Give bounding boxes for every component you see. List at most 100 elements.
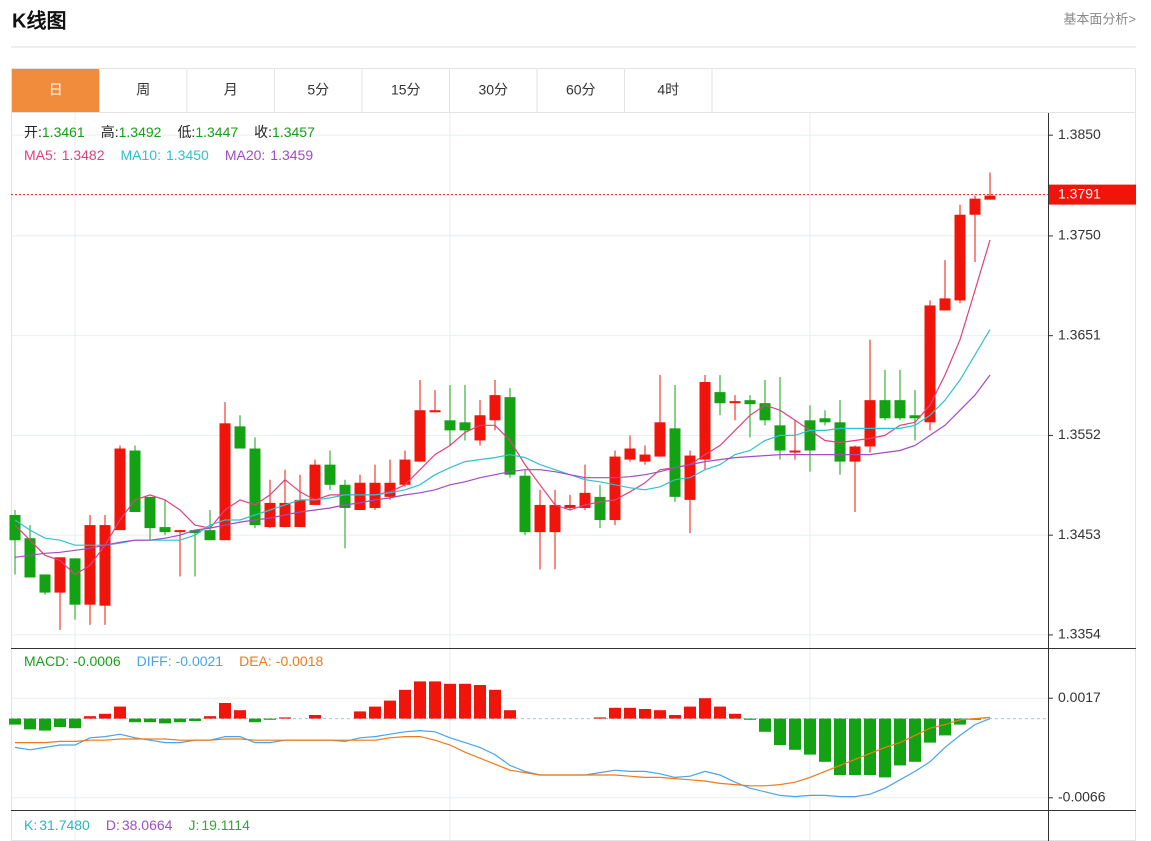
candle-body <box>819 418 831 423</box>
tab[interactable]: 日 <box>49 82 63 98</box>
legend-name: MA20: <box>225 147 265 163</box>
macd-bar <box>504 710 516 719</box>
macd-bar <box>774 718 786 745</box>
macd-bar <box>99 713 111 719</box>
quote-label: 开: <box>24 124 42 140</box>
kdj-legend: K: 31.7480 D: 38.0664 J: 19.1114 <box>24 817 250 833</box>
legend-value: 1.3482 <box>62 147 105 163</box>
candle-body <box>264 502 276 528</box>
candle-body <box>864 400 876 447</box>
y-tick-label: 1.3651 <box>1058 326 1101 342</box>
candle-body <box>789 450 801 453</box>
candle-body <box>399 459 411 485</box>
macd-bar <box>189 718 201 721</box>
macd-bar <box>159 718 171 724</box>
macd-bar <box>309 715 321 719</box>
tab[interactable]: 5分 <box>307 82 329 98</box>
tab[interactable]: 60分 <box>566 82 596 98</box>
candle-body <box>444 420 456 431</box>
macd-bar <box>84 716 96 719</box>
macd-bar <box>459 683 471 719</box>
candle-body <box>519 475 531 533</box>
ma-legend: MA5: 1.3482 MA10: 1.3450 MA20: 1.3459 <box>24 147 313 163</box>
quote-value: 1.3461 <box>42 124 85 140</box>
candle-body <box>969 198 981 215</box>
macd-bar <box>789 718 801 750</box>
macd-bar <box>654 710 666 719</box>
candle-body <box>594 496 606 521</box>
macd-bar <box>414 681 426 719</box>
macd-bar <box>714 706 726 719</box>
candle-body <box>309 464 321 505</box>
tab[interactable]: 15分 <box>391 82 421 98</box>
candle-body <box>729 401 741 404</box>
macd-bar <box>759 718 771 732</box>
macd-bar <box>909 718 921 762</box>
candle-body <box>159 527 171 533</box>
tab[interactable]: 月 <box>224 82 238 98</box>
legend-name: D: <box>106 817 120 833</box>
macd-bar <box>114 706 126 719</box>
candle-body <box>654 422 666 457</box>
candle-body <box>744 400 756 405</box>
macd-bar <box>204 716 216 719</box>
macd-line <box>14 718 991 798</box>
tab[interactable]: 周 <box>136 82 150 98</box>
fundamental-link[interactable]: 基本面分析> <box>1063 11 1136 26</box>
candle-body <box>459 422 471 431</box>
ma-line <box>14 374 991 558</box>
macd-line <box>15 716 991 787</box>
candle-body <box>879 400 891 419</box>
candle-body <box>24 538 36 578</box>
legend-name: MACD: <box>24 653 69 669</box>
legend-name: K: <box>24 817 37 833</box>
legend-value: 19.1114 <box>201 817 250 833</box>
ma-line <box>14 329 991 546</box>
macd-bar <box>369 706 381 719</box>
macd-bar <box>849 718 861 775</box>
legend-name: MA10: <box>121 147 161 163</box>
quote-value: 1.3457 <box>272 124 315 140</box>
candle-body <box>429 410 441 413</box>
macd-bar <box>54 718 66 727</box>
macd-bar <box>129 718 141 723</box>
candle-body <box>534 504 546 533</box>
candle-body <box>549 504 561 533</box>
macd-bar <box>639 709 651 719</box>
candle-body <box>504 397 516 475</box>
legend-name: DIFF: <box>137 653 172 669</box>
macd-bar <box>924 718 936 743</box>
quote-label: 收: <box>254 124 272 140</box>
ma-line <box>14 239 991 576</box>
candle-body <box>204 530 216 541</box>
y-tick-label: 1.3750 <box>1058 227 1101 243</box>
macd-bar <box>384 700 396 719</box>
legend-value: 31.7480 <box>39 817 90 833</box>
candle-body <box>69 558 81 605</box>
legend-name: DEA: <box>239 653 272 669</box>
y-tick-label: 1.3354 <box>1058 626 1101 642</box>
last-price-label: 1.3791 <box>1058 185 1101 201</box>
candle-body <box>639 454 651 462</box>
macd-bar <box>804 718 816 755</box>
macd-bar <box>354 711 366 719</box>
candle-body <box>219 423 231 541</box>
legend-value: 1.3450 <box>166 147 209 163</box>
quote-value: 1.3492 <box>119 124 162 140</box>
candle-body <box>714 392 726 404</box>
candle-body <box>324 464 336 485</box>
candle-body <box>909 415 921 419</box>
candle-body <box>129 450 141 512</box>
candle-body <box>954 214 966 301</box>
macd-bar <box>834 718 846 775</box>
tab[interactable]: 30分 <box>478 82 508 98</box>
macd-bar <box>279 717 291 719</box>
macd-bar <box>954 718 966 725</box>
candle-body <box>894 400 906 419</box>
tab[interactable]: 4时 <box>657 82 679 98</box>
candle-body <box>9 515 21 541</box>
macd-bar <box>174 718 186 723</box>
candle-body <box>174 530 186 533</box>
legend-value: -0.0021 <box>176 653 224 669</box>
candle-body <box>489 395 501 421</box>
